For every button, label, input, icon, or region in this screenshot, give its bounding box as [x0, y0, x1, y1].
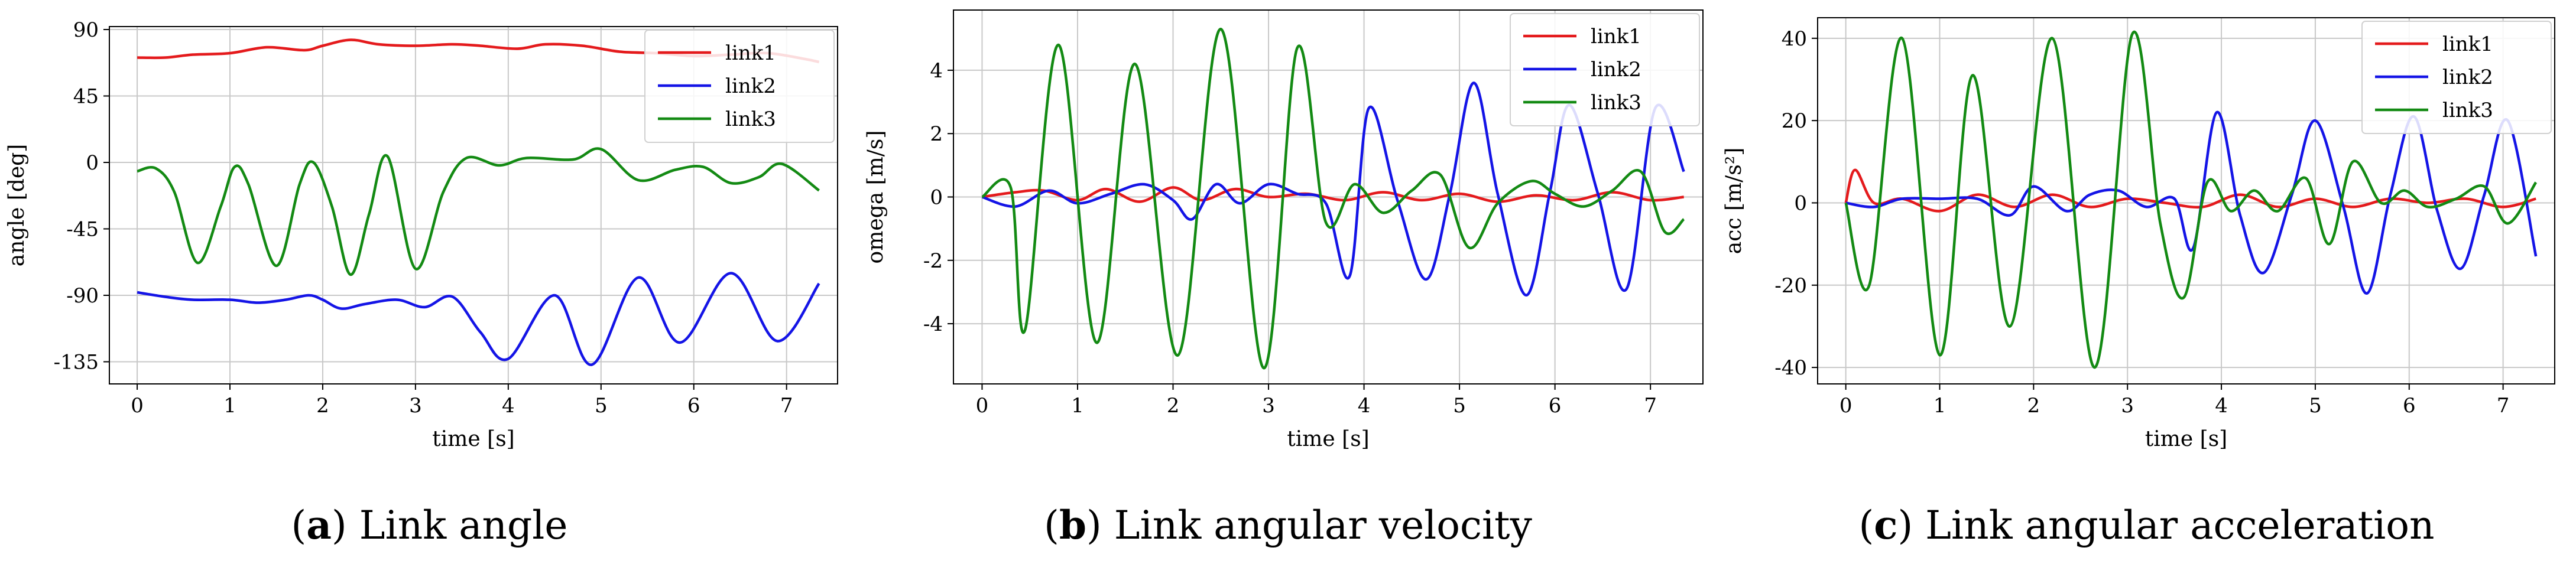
panel-b-x-tick-label: 6 [1549, 394, 1562, 418]
panel-c-x-tick-label: 6 [2403, 394, 2416, 418]
panel-a-x-tick-label: 1 [223, 394, 236, 418]
panel-c-legend-label-link1: link1 [2442, 32, 2493, 56]
panel-c-x-tick-label: 2 [2027, 394, 2040, 418]
panel-b-x-tick-label: 1 [1071, 394, 1084, 418]
panel-a-legend-label-link3: link3 [725, 107, 776, 131]
panel-a-x-tick-label: 4 [502, 394, 515, 418]
panel-b-x-tick-label: 4 [1358, 394, 1371, 418]
panel-a-y-tick-label: 90 [73, 18, 99, 42]
panel-c-x-tick-label: 4 [2215, 394, 2228, 418]
panel-c-y-tick-label: -20 [1774, 274, 1807, 298]
panel-c-legend: link1 link2 link3 [2361, 21, 2552, 134]
panel-b-y-axis-label: omega [m/s] [864, 131, 888, 264]
panel-b-series-link3 [981, 27, 1685, 370]
panel-b-series-link1 [982, 186, 1684, 203]
panel-a-legend-box [644, 30, 835, 143]
panel-b-y-tick-label: -4 [923, 312, 943, 336]
panel-b-caption-text: ) Link angular velocity [1086, 503, 1533, 548]
panel-c-caption-tag: c [1874, 502, 1897, 548]
panel-b-x-axis-label: time [s] [1287, 427, 1369, 451]
panel-b-series-link2 [981, 82, 1685, 297]
panel-a-y-tick-label: -45 [66, 218, 99, 242]
panel-b-y-tick-label: 4 [930, 59, 943, 83]
panel-c-series-link2 [1845, 110, 2538, 295]
panel-a-y-tick-label: 45 [73, 85, 99, 109]
panel-b-legend-box [1510, 13, 1700, 126]
panel-c-x-tick-label: 7 [2497, 394, 2510, 418]
panel-c-legend-label-link3: link3 [2442, 99, 2493, 122]
panel-a-x-tick-label: 7 [780, 394, 793, 418]
panel-c-y-tick-label: 40 [1782, 27, 1807, 51]
panel-a-caption: (a) Link angle [291, 502, 568, 548]
panel-a-x-tick-label: 3 [409, 394, 422, 418]
panel-c-x-tick-label: 3 [2121, 394, 2134, 418]
panel-c-x-tick-label: 5 [2309, 394, 2322, 418]
panel-a-y-tick-label: 0 [86, 151, 99, 175]
panel-a-caption-open: ( [291, 503, 307, 548]
panel-c-x-tick-label: 1 [1933, 394, 1946, 418]
panel-b-caption-tag: b [1059, 502, 1086, 548]
panel-a-series-link3 [137, 147, 820, 276]
panel-a-y-axis-label: angle [deg] [5, 144, 29, 266]
panel-c-caption-text: ) Link angular acceleration [1897, 503, 2434, 548]
panel-c-chart: 0 1 2 3 4 5 6 7 40 20 0 -20 -40 time [s] acc [m/s²] lin… [1722, 17, 2555, 548]
panel-c-series-link1 [1844, 168, 2536, 213]
panel-a-legend-label-link1: link1 [725, 41, 776, 65]
panel-b-legend-label-link2: link2 [1591, 58, 1641, 82]
panel-b-caption-open: ( [1044, 503, 1059, 548]
panel-b-x-tick-label: 0 [976, 394, 989, 418]
panel-a-caption-text: ) Link angle [332, 503, 567, 548]
panel-a-x-tick-label: 2 [316, 394, 329, 418]
panel-b-x-tick-label: 5 [1453, 394, 1466, 418]
panel-a-legend-label-link2: link2 [725, 74, 776, 98]
panel-a-x-tick-label: 5 [595, 394, 608, 418]
panel-a-caption-tag: a [306, 502, 332, 548]
panel-c-axes-frame [1817, 17, 2555, 384]
panel-a-series-link2 [137, 272, 820, 366]
panel-a-x-tick-label: 6 [687, 394, 700, 418]
panel-b-x-tick-label: 2 [1167, 394, 1180, 418]
panel-a-y-tick-label: -90 [66, 284, 99, 308]
panel-b-caption: (b) Link angular velocity [1044, 502, 1532, 548]
panel-b-legend-label-link3: link3 [1591, 91, 1641, 115]
panel-c-x-axis-label: time [s] [2145, 427, 2227, 451]
panel-c-caption: (c) Link angular acceleration [1859, 502, 2435, 548]
panel-a-y-tick-label: -135 [54, 351, 99, 374]
panel-c-y-tick-label: -40 [1774, 356, 1807, 380]
panel-a-axes-frame [109, 26, 838, 384]
panel-c-y-tick-label: 0 [1794, 191, 1807, 215]
panel-c-series-link3 [1844, 31, 2538, 369]
panel-c-y-tick-label: 20 [1782, 109, 1807, 133]
panel-b-legend: link1 link2 link3 [1510, 13, 1700, 126]
panel-a-x-axis-label: time [s] [432, 427, 514, 451]
panel-c-legend-label-link2: link2 [2442, 66, 2493, 89]
panel-c-y-axis-label: acc [m/s²] [1722, 148, 1746, 255]
panel-b-y-tick-label: 0 [930, 186, 943, 210]
panel-b-y-tick-label: 2 [930, 122, 943, 146]
panel-a-legend: link1 link2 link3 [644, 30, 835, 143]
panel-b-x-tick-label: 7 [1644, 394, 1657, 418]
panel-b-y-tick-label: -2 [923, 249, 943, 273]
panel-b-x-tick-label: 3 [1262, 394, 1275, 418]
panel-c-x-tick-label: 0 [1839, 394, 1852, 418]
panel-c-legend-box [2361, 21, 2552, 134]
panel-a-x-tick-label: 0 [131, 394, 144, 418]
panel-c-caption-open: ( [1859, 503, 1874, 548]
panel-b-legend-label-link1: link1 [1591, 25, 1641, 48]
